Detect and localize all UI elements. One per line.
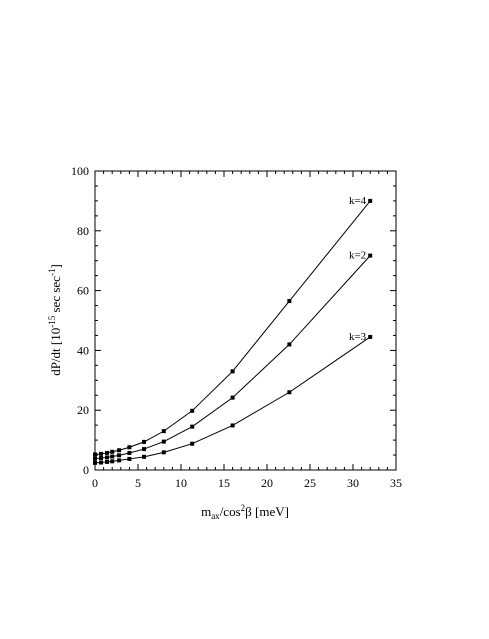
series-line [94, 255, 371, 460]
x-tick-label: 25 [304, 476, 316, 490]
series-label: k=2 [349, 250, 366, 262]
series-line [94, 200, 371, 455]
data-point [161, 450, 166, 455]
data-point [117, 448, 122, 453]
data-point [142, 447, 147, 452]
data-point [99, 456, 104, 461]
data-point [161, 429, 166, 434]
y-tick-label: 100 [71, 164, 89, 178]
data-point [105, 455, 110, 460]
y-tick-label: 60 [77, 284, 89, 298]
x-tick-label: 5 [135, 476, 141, 490]
y-tick-labels: 0 20 40 60 80 100 [71, 164, 89, 477]
data-point [127, 450, 132, 455]
data-point [105, 450, 110, 455]
series-label: k=4 [349, 195, 367, 207]
data-point [190, 441, 195, 446]
x-tick-label: 10 [175, 476, 187, 490]
data-point [287, 299, 292, 304]
y-tick-label: 80 [77, 224, 89, 238]
series-k=4: k=4 [93, 195, 373, 457]
data-point [368, 198, 373, 203]
data-point [287, 390, 292, 395]
data-point [99, 451, 104, 456]
data-point [368, 253, 373, 258]
data-point [287, 342, 292, 347]
data-point [110, 454, 115, 459]
axis-ticks [94, 170, 397, 471]
data-point [161, 439, 166, 444]
x-axis-title: max/cos2β [meV] [201, 503, 289, 521]
data-point [230, 395, 235, 400]
x-tick-label: 15 [218, 476, 230, 490]
x-tick-label: 20 [261, 476, 273, 490]
data-point [117, 458, 122, 463]
data-point [142, 454, 147, 459]
data-point [190, 424, 195, 429]
data-point [110, 449, 115, 454]
x-tick-label: 0 [92, 476, 98, 490]
data-point [368, 334, 373, 339]
data-point [142, 439, 147, 444]
data-point [230, 423, 235, 428]
series-layer: k=4 k=2 k=3 [93, 195, 373, 465]
x-tick-label: 35 [390, 476, 402, 490]
data-point [230, 369, 235, 374]
data-point [127, 456, 132, 461]
data-point [110, 459, 115, 464]
y-tick-label: 20 [77, 403, 89, 417]
data-point [105, 459, 110, 464]
plot-frame [94, 170, 397, 471]
series-k=2: k=2 [93, 250, 373, 461]
data-point [99, 460, 104, 465]
data-point [127, 445, 132, 450]
series-label: k=3 [349, 331, 367, 343]
y-tick-label: 0 [83, 463, 89, 477]
x-tick-labels: 0 5 10 15 20 25 30 35 [92, 476, 402, 490]
data-point [117, 453, 122, 458]
data-point [190, 408, 195, 413]
series-line [94, 336, 371, 464]
x-tick-label: 30 [347, 476, 359, 490]
y-tick-label: 40 [77, 343, 89, 357]
y-axis-title: dP/dt [10-15 sec sec-1] [47, 264, 63, 376]
